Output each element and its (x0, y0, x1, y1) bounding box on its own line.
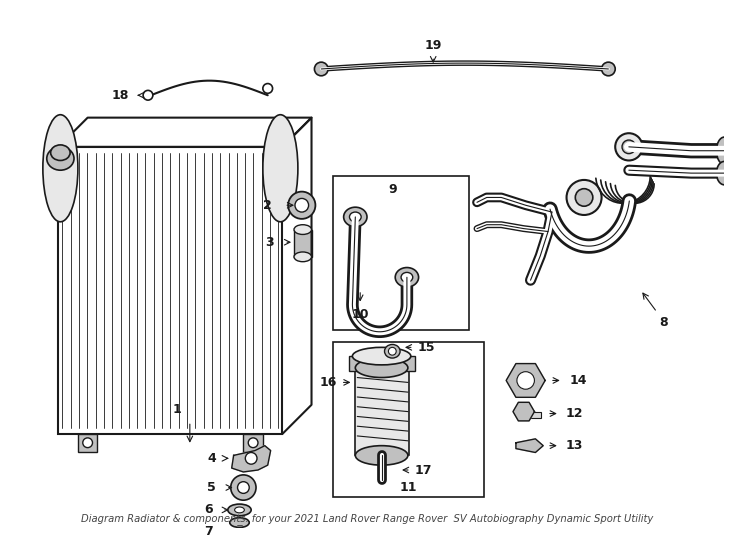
Text: 6: 6 (204, 503, 213, 516)
Text: 4: 4 (208, 452, 217, 465)
Circle shape (248, 438, 258, 448)
Bar (333, 176, 469, 330)
Circle shape (622, 140, 636, 154)
Text: 1: 1 (172, 403, 181, 416)
Text: 17: 17 (415, 463, 432, 476)
Ellipse shape (352, 347, 411, 365)
Bar (294, 230, 311, 257)
Text: 11: 11 (399, 481, 417, 494)
Text: 12: 12 (566, 407, 583, 420)
Circle shape (230, 475, 256, 500)
Ellipse shape (395, 267, 418, 287)
Ellipse shape (294, 252, 311, 262)
Text: 15: 15 (418, 341, 435, 354)
Ellipse shape (716, 161, 732, 185)
Ellipse shape (401, 272, 413, 282)
Circle shape (295, 198, 308, 212)
Text: 5: 5 (207, 481, 216, 494)
Circle shape (263, 84, 272, 93)
Text: 8: 8 (660, 315, 668, 328)
Circle shape (602, 62, 615, 76)
Bar (333, 341, 484, 497)
Circle shape (288, 192, 316, 219)
Ellipse shape (228, 504, 251, 516)
Bar (355, 368, 409, 455)
Circle shape (143, 90, 153, 100)
Ellipse shape (47, 147, 74, 170)
Bar (349, 356, 415, 371)
Ellipse shape (294, 225, 311, 234)
Circle shape (615, 133, 642, 160)
Text: 16: 16 (319, 376, 337, 389)
Ellipse shape (230, 518, 250, 528)
Circle shape (388, 347, 396, 355)
Circle shape (245, 453, 257, 464)
Polygon shape (513, 402, 534, 421)
Circle shape (314, 62, 328, 76)
Ellipse shape (43, 114, 78, 222)
Text: 14: 14 (570, 374, 587, 387)
Bar (236, 523, 242, 540)
Polygon shape (506, 363, 545, 397)
Ellipse shape (385, 345, 400, 358)
Text: 19: 19 (424, 39, 442, 52)
Circle shape (517, 372, 534, 389)
Text: 13: 13 (566, 439, 583, 452)
Text: 18: 18 (111, 89, 128, 102)
Polygon shape (516, 439, 543, 453)
Text: 2: 2 (264, 199, 272, 212)
Bar (524, 411, 541, 418)
Text: 10: 10 (352, 308, 369, 321)
Text: 7: 7 (204, 525, 213, 538)
Ellipse shape (349, 212, 361, 222)
Bar (59, 147, 283, 434)
Bar (244, 434, 263, 451)
Text: Diagram Radiator & components. for your 2021 Land Rover Range Rover  SV Autobiog: Diagram Radiator & components. for your … (81, 514, 653, 524)
Circle shape (83, 438, 92, 448)
Ellipse shape (344, 207, 367, 227)
Text: 9: 9 (388, 183, 396, 196)
Circle shape (575, 188, 593, 206)
Ellipse shape (263, 114, 298, 222)
Ellipse shape (355, 446, 408, 465)
Ellipse shape (716, 137, 732, 164)
Ellipse shape (355, 358, 408, 377)
Text: 3: 3 (266, 236, 274, 249)
Bar (78, 434, 98, 451)
Ellipse shape (235, 507, 244, 513)
Circle shape (238, 482, 250, 494)
Ellipse shape (51, 145, 70, 160)
Polygon shape (232, 446, 271, 472)
Circle shape (567, 180, 602, 215)
